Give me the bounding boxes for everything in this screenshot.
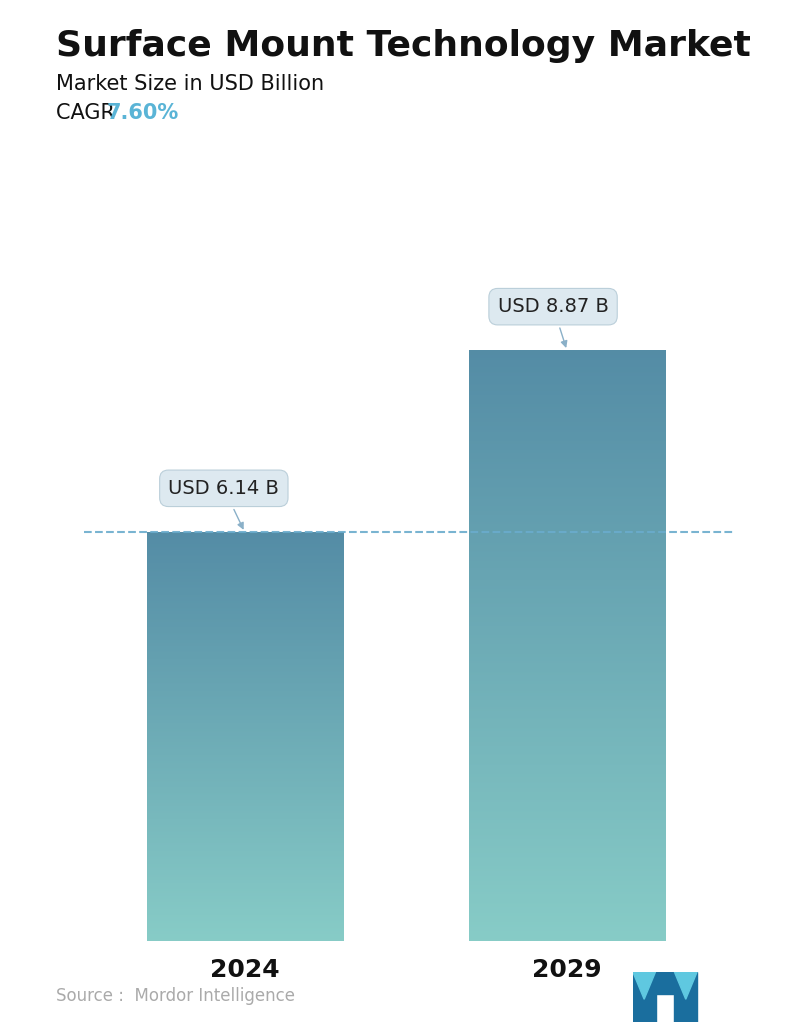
Polygon shape: [633, 972, 656, 999]
Polygon shape: [674, 972, 697, 999]
Text: USD 6.14 B: USD 6.14 B: [169, 479, 279, 528]
Polygon shape: [656, 972, 674, 995]
Text: Source :  Mordor Intelligence: Source : Mordor Intelligence: [56, 987, 295, 1005]
Text: Market Size in USD Billion: Market Size in USD Billion: [56, 74, 324, 94]
Polygon shape: [633, 972, 656, 1022]
Text: Surface Mount Technology Market: Surface Mount Technology Market: [56, 29, 751, 63]
Text: 7.60%: 7.60%: [107, 103, 179, 123]
Text: CAGR: CAGR: [56, 103, 121, 123]
Polygon shape: [674, 972, 697, 1022]
Text: USD 8.87 B: USD 8.87 B: [498, 297, 608, 346]
